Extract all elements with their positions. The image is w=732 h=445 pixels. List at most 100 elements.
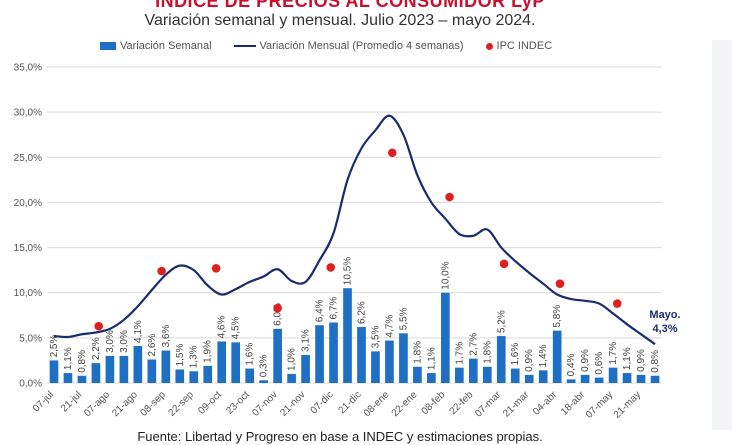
bar: [105, 355, 115, 383]
bar-data-label: 2,5%: [49, 335, 60, 358]
bar-data-label: 1,5%: [175, 344, 186, 367]
ipc-point: [273, 303, 282, 313]
bar-data-label: 1,8%: [412, 341, 423, 364]
bar: [343, 288, 352, 383]
x-tick-label: 21-nov: [278, 389, 307, 418]
bar: [622, 373, 632, 383]
bar: [580, 374, 590, 383]
chart-legend: Variación Semanal Variación Mensual (Pro…: [100, 40, 552, 52]
bar: [91, 363, 101, 383]
bar-data-label: 1,4%: [538, 344, 549, 367]
bar: [510, 368, 520, 383]
bar-data-label: 6,7%: [329, 297, 340, 320]
bar-data-label: 4,1%: [133, 320, 144, 343]
bar-data-label: 1,9%: [203, 340, 214, 363]
x-tick-label: 21-may: [612, 389, 643, 420]
bar: [385, 340, 394, 383]
bar: [315, 325, 324, 383]
bar: [301, 355, 310, 383]
ipc-point: [499, 259, 509, 269]
x-tick-label: 21-dic: [337, 389, 364, 416]
bar: [329, 322, 338, 383]
bar-data-label: 1,7%: [608, 342, 619, 365]
bar: [650, 375, 660, 383]
legend-swatch-weekly: [100, 42, 116, 50]
chart-source: Fuente: Libertad y Progreso en base a IN…: [137, 429, 543, 444]
bar-data-label: 2,6%: [147, 334, 158, 357]
legend-swatch-monthly: [233, 45, 256, 47]
bar: [566, 379, 576, 383]
ipc-point: [94, 321, 104, 331]
x-tick-label: 21-jul: [59, 389, 84, 414]
bar: [203, 365, 213, 383]
bar: [77, 375, 87, 383]
y-tick-label: 10,0%: [14, 288, 42, 299]
bar: [245, 368, 255, 383]
bar-data-label: 4,6%: [217, 316, 228, 339]
ipc-point: [326, 263, 336, 272]
bar: [468, 358, 478, 383]
x-tick-label: 07-may: [584, 389, 615, 420]
ipc-point: [612, 299, 622, 308]
bar-data-label: 1,1%: [426, 347, 437, 370]
legend-item-monthly: Variación Mensual (Promedio 4 semanas): [233, 40, 464, 52]
bar-data-label: 5,8%: [552, 305, 563, 328]
bar-data-label: 6,2%: [356, 301, 367, 324]
bar: [496, 336, 506, 383]
legend-label-weekly: Variación Semanal: [120, 40, 212, 52]
ipc-point: [555, 279, 565, 288]
y-tick-label: 35,0%: [14, 63, 42, 74]
legend-item-ipc: IPC INDEC: [485, 40, 552, 52]
bar-data-label: 10,5%: [343, 257, 354, 285]
bar-data-label: 0,8%: [77, 350, 88, 373]
bar-data-label: 0,9%: [636, 349, 647, 372]
bar-data-label: 1,6%: [510, 343, 521, 366]
chart-subtitle: Variación semanal y mensual. Julio 2023 …: [144, 12, 536, 29]
bar-data-label: 10,0%: [440, 261, 451, 289]
annotation-line2: 4,3%: [652, 323, 677, 335]
x-tick-label: 07-mar: [473, 389, 504, 420]
bar: [371, 351, 380, 383]
bar: [552, 330, 562, 383]
x-tick-label: 04-abr: [531, 389, 560, 418]
bar-data-label: 2,7%: [468, 333, 479, 356]
bar-data-label: 0,3%: [259, 354, 270, 377]
bar: [636, 374, 646, 383]
bar: [357, 327, 366, 383]
bar: [287, 373, 296, 383]
bar: [161, 350, 171, 383]
x-tick-label: 22-feb: [448, 389, 476, 417]
ipc-point: [211, 264, 221, 273]
y-tick-label: 15,0%: [14, 243, 42, 254]
bar: [524, 374, 534, 383]
bar-data-label: 1,7%: [454, 342, 465, 365]
bar-data-label: 0,4%: [566, 353, 577, 376]
side-panel: [712, 40, 732, 430]
bar-data-label: 3,1%: [301, 329, 312, 352]
bar-data-label: 6,0%: [273, 303, 284, 326]
bar-data-label: 1,1%: [622, 347, 633, 370]
bar: [399, 333, 408, 383]
x-tick-label: 08-feb: [420, 389, 448, 417]
bar: [427, 373, 436, 383]
bar: [119, 355, 129, 383]
bar-data-label: 0,9%: [580, 349, 591, 372]
chart-canvas: 0,0% 5,0% 10,0% 15,0% 20,0% 25,0% 30,0% 35,0% 2,…: [14, 63, 681, 421]
bar-data-label: 5,2%: [496, 310, 507, 333]
bar-data-label: 3,0%: [119, 330, 130, 353]
y-tick-label: 20,0%: [14, 198, 42, 209]
bar: [482, 366, 492, 383]
bar: [259, 380, 268, 383]
x-tick-label: 07-nov: [250, 389, 279, 418]
annotation-line1: Mayo.: [649, 309, 680, 321]
bar-data-label: 1,3%: [189, 345, 200, 368]
bar: [63, 373, 73, 383]
bar: [538, 370, 548, 383]
bar: [189, 371, 199, 383]
bar-data-label: 1,1%: [63, 347, 74, 370]
bar-data-label: 4,5%: [231, 316, 242, 339]
bar-data-label: 1,0%: [287, 348, 298, 371]
y-tick-label: 0,0%: [19, 379, 42, 390]
bar-data-label: 5,5%: [398, 307, 409, 330]
y-tick-label: 30,0%: [14, 108, 42, 119]
